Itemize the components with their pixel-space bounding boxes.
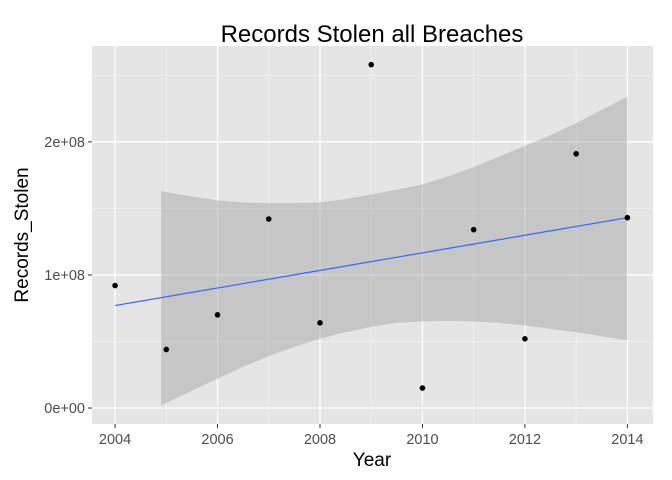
y-tick-label: 0e+00 xyxy=(44,401,85,417)
data-point xyxy=(214,312,221,318)
y-axis-label: Records_Stolen xyxy=(12,167,33,302)
x-axis-label: Year xyxy=(353,450,392,471)
x-tick-label: 2014 xyxy=(611,432,643,448)
data-point xyxy=(522,336,528,342)
x-tick-label: 2010 xyxy=(406,432,438,448)
chart-title: Records Stolen all Breaches xyxy=(221,21,524,48)
confidence-band xyxy=(161,96,628,406)
data-point xyxy=(419,385,426,391)
data-point xyxy=(112,282,118,289)
data-point xyxy=(470,226,477,233)
data-point xyxy=(368,61,375,68)
data-point xyxy=(265,216,272,222)
trend-line xyxy=(114,217,628,307)
data-points xyxy=(112,61,631,391)
data-point xyxy=(163,346,170,353)
grid-minor xyxy=(92,46,653,424)
data-point xyxy=(624,214,631,221)
data-point xyxy=(317,320,323,326)
y-tick-label: 2e+08 xyxy=(44,135,85,151)
x-tick-label: 2006 xyxy=(201,432,233,448)
plot-panel xyxy=(92,46,653,424)
x-tick-label: 2012 xyxy=(509,432,541,448)
grid-major xyxy=(92,46,653,424)
x-tick-label: 2008 xyxy=(304,432,336,448)
y-tick-label: 1e+08 xyxy=(44,268,85,284)
x-axis-ticks: 2004 2006 2008 2010 2012 2014 xyxy=(99,424,644,448)
data-point xyxy=(573,151,579,157)
x-tick-label: 2004 xyxy=(99,432,131,448)
y-axis-ticks: 0e+00 1e+08 2e+08 xyxy=(44,135,92,417)
